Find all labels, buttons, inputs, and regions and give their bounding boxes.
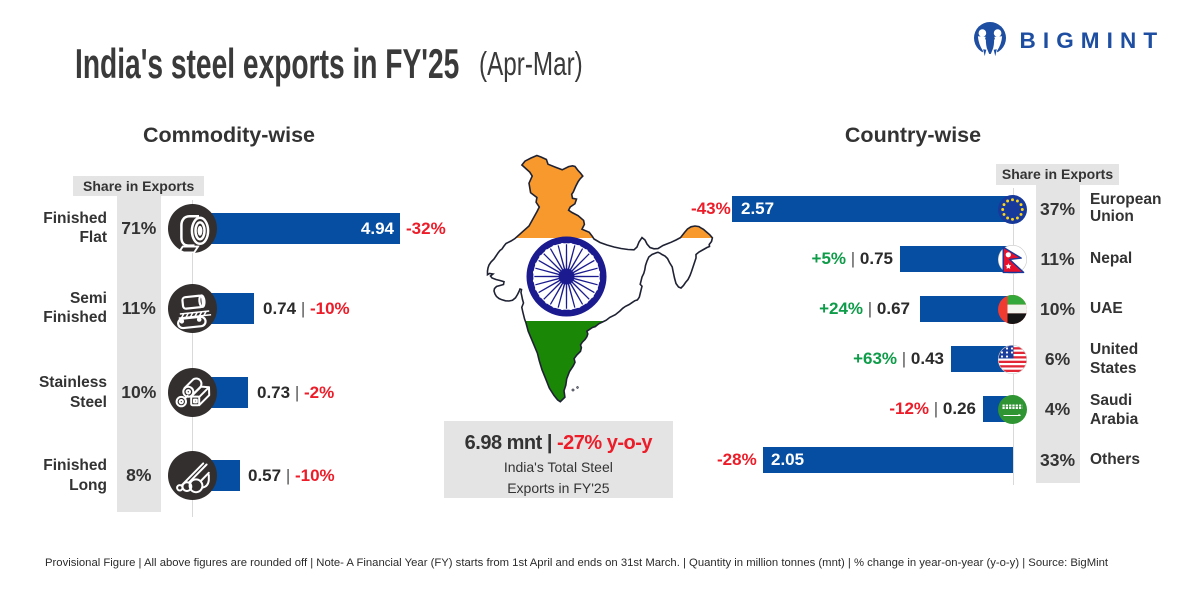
svg-text:BIGMINT: BIGMINT — [1020, 28, 1164, 53]
